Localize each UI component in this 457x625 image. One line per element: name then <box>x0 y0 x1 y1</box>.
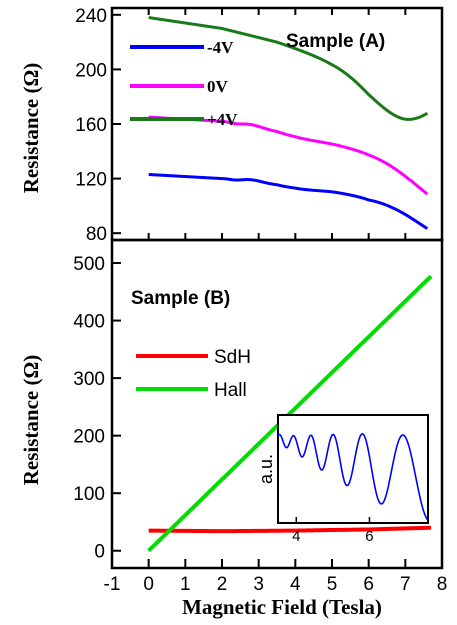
legend-a-label-1: 0V <box>207 77 229 96</box>
panel-b-ytick-label-1: 100 <box>73 484 105 505</box>
panel-b-series-1 <box>147 274 433 553</box>
panel-a: 80 120 160 200 240 Sample (A) -4V 0V +4V Res… <box>19 6 444 245</box>
panel-a-title: Sample (A) <box>286 31 385 52</box>
inset-plot: 4 6 a.u. <box>256 414 429 545</box>
panel-b-ytick-label-3: 300 <box>73 369 105 390</box>
inset-xtick-label-1: 6 <box>365 528 373 545</box>
legend-b-label-0: SdH <box>214 347 251 368</box>
panel-a-ytick-label-1: 120 <box>75 170 107 191</box>
panel-b-title: Sample (B) <box>131 288 230 309</box>
inset-series <box>277 433 429 521</box>
panel-b-xtick-label-9: 8 <box>437 574 448 595</box>
panel-b-xtick-label-6: 5 <box>327 574 338 595</box>
panel-b-xtick-label-0: -1 <box>104 574 121 595</box>
panel-a-series-2 <box>148 16 429 121</box>
panel-a-ytick-label-2: 160 <box>75 115 107 136</box>
panel-b-frame <box>110 238 444 570</box>
panel-b-ytick-label-5: 500 <box>73 254 105 275</box>
panel-b-xlabel: Magnetic Field (Tesla) <box>182 595 382 619</box>
panel-b: 0 100 200 300 400 500 -1 0 1 2 3 4 5 6 7 8 Sample (B) S… <box>19 238 448 619</box>
panel-b-xtick-label-7: 6 <box>363 574 374 595</box>
panel-a-ytick-label-4: 240 <box>75 6 107 27</box>
panel-a-series-1 <box>148 115 429 196</box>
panel-b-ytick-label-4: 400 <box>73 312 105 333</box>
panel-b-xtick-label-2: 1 <box>180 574 191 595</box>
panel-b-xtick-label-5: 4 <box>290 574 301 595</box>
legend-a-label-2: +4V <box>207 110 238 129</box>
legend-a-label-0: -4V <box>207 38 234 57</box>
panel-a-ytick-label-0: 80 <box>86 224 107 245</box>
panel-a-ytick-label-3: 200 <box>75 60 107 81</box>
panel-a-ylabel: Resistance (Ω) <box>19 63 43 194</box>
legend-b-label-1: Hall <box>214 380 247 401</box>
panel-b-xtick-label-4: 3 <box>253 574 264 595</box>
inset-ylabel: a.u. <box>256 454 276 484</box>
panel-b-xtick-label-1: 0 <box>143 574 154 595</box>
panel-b-xtick-label-8: 7 <box>400 574 411 595</box>
panel-b-ytick-label-0: 0 <box>94 542 105 563</box>
inset-xtick-label-0: 4 <box>292 528 300 545</box>
panel-b-xtick-label-3: 2 <box>217 574 228 595</box>
panel-b-series-0 <box>148 525 432 534</box>
panel-b-ytick-label-2: 200 <box>73 427 105 448</box>
panel-b-ylabel: Resistance (Ω) <box>19 355 43 486</box>
panel-a-series-0 <box>148 172 429 230</box>
